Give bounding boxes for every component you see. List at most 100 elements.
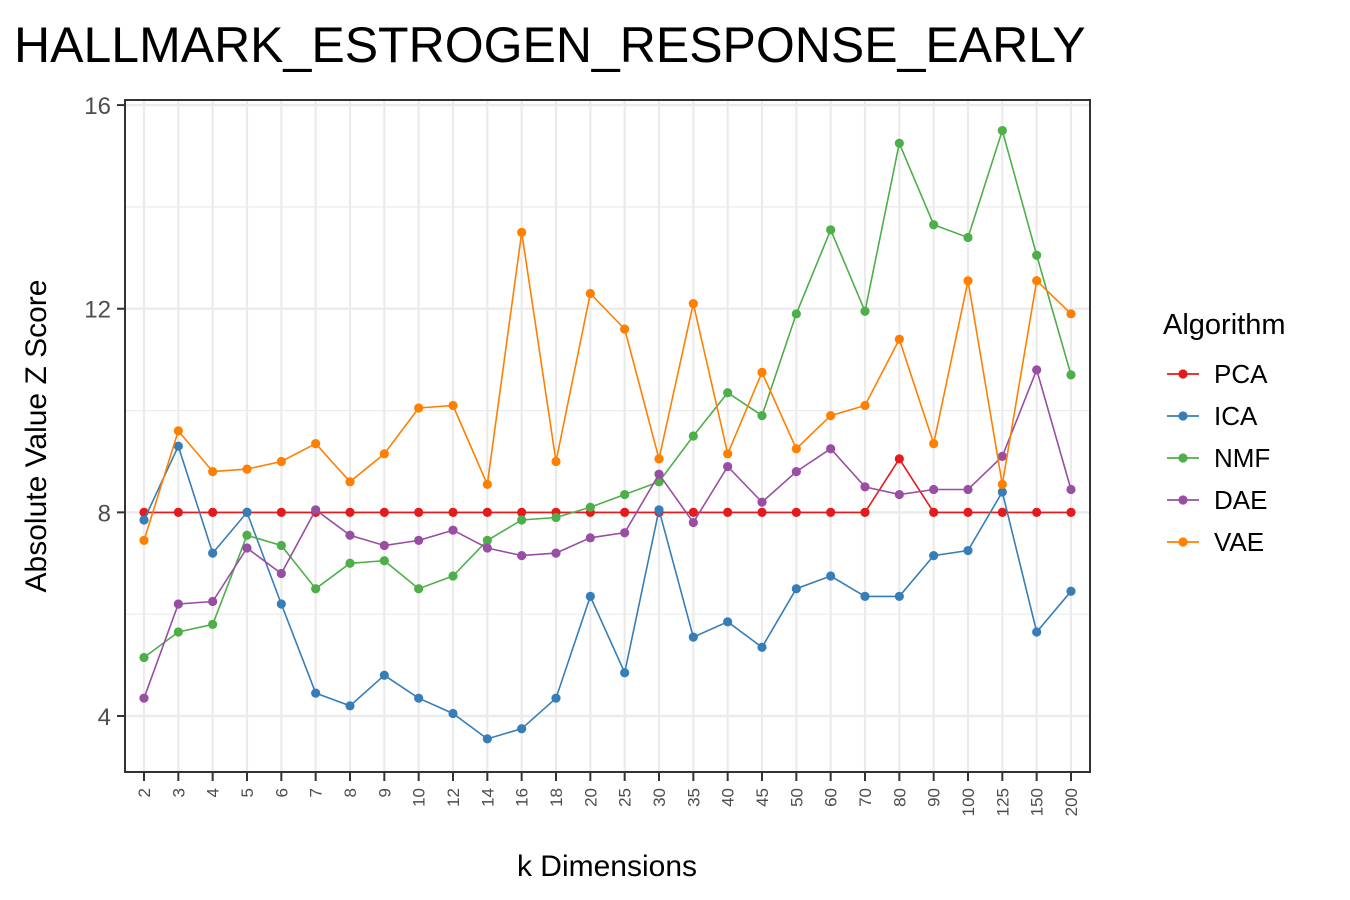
data-point-pca: [414, 507, 424, 517]
data-point-nmf: [276, 540, 286, 551]
data-point-pca: [1032, 507, 1042, 517]
x-tick-label: 2: [135, 788, 154, 797]
data-point-dae: [276, 568, 286, 579]
x-tick-label: 12: [444, 788, 463, 807]
data-point-pca: [791, 507, 801, 517]
data-point-dae: [414, 535, 424, 545]
data-point-ica: [311, 688, 321, 698]
data-point-pca: [276, 507, 286, 517]
x-tick-label: 9: [375, 788, 394, 797]
x-tick-label: 5: [238, 788, 257, 797]
data-point-nmf: [448, 571, 458, 581]
data-point-vae: [208, 467, 218, 477]
x-tick-label: 4: [204, 788, 223, 797]
data-point-ica: [1032, 627, 1042, 637]
data-point-nmf: [551, 512, 561, 523]
data-point-dae: [139, 693, 149, 703]
y-axis-title: Absolute Value Z Score: [20, 280, 53, 593]
data-point-vae: [585, 288, 595, 299]
data-point-nmf: [242, 530, 252, 540]
x-tick-label: 90: [925, 788, 944, 807]
data-point-ica: [173, 441, 183, 451]
legend-item-vae: VAE: [1167, 527, 1264, 557]
series-dae: [139, 365, 1076, 703]
data-point-pca: [757, 507, 767, 517]
x-tick-label: 14: [478, 788, 497, 807]
x-tick-label: 150: [1028, 788, 1047, 816]
x-tick-label: 50: [787, 788, 806, 807]
data-point-vae: [723, 449, 733, 459]
series-line-vae: [143, 232, 1072, 541]
data-point-ica: [585, 591, 595, 601]
data-point-nmf: [860, 306, 870, 316]
y-tick-label: 16: [84, 93, 111, 120]
y-tick-label: 12: [84, 297, 111, 324]
data-point-dae: [1066, 484, 1076, 495]
data-point-vae: [414, 403, 424, 413]
data-point-vae: [551, 456, 561, 467]
series-line-ica: [143, 444, 1072, 740]
legend-key-point: [1178, 369, 1188, 379]
data-point-ica: [791, 584, 801, 594]
data-point-nmf: [311, 584, 321, 594]
legend-key-point: [1178, 495, 1188, 505]
data-point-pca: [173, 507, 183, 517]
data-point-nmf: [517, 515, 527, 525]
data-point-nmf: [620, 489, 630, 500]
data-point-dae: [860, 482, 870, 492]
legend-label: ICA: [1214, 401, 1258, 431]
legend: Algorithm PCA ICA NMF DAE VAE: [1163, 309, 1286, 557]
data-point-dae: [311, 505, 321, 515]
data-point-pca: [482, 507, 492, 517]
data-point-ica: [860, 591, 870, 601]
data-point-pca: [723, 507, 733, 517]
data-point-pca: [826, 507, 836, 517]
data-point-nmf: [997, 125, 1007, 136]
legend-key-point: [1178, 453, 1188, 463]
data-point-nmf: [791, 309, 801, 319]
x-tick-label: 40: [719, 788, 738, 807]
data-point-dae: [997, 451, 1007, 461]
data-point-ica: [448, 708, 458, 719]
data-point-vae: [757, 367, 767, 377]
data-point-ica: [826, 571, 836, 581]
data-point-vae: [1066, 309, 1076, 319]
data-point-pca: [620, 507, 630, 517]
data-point-vae: [791, 444, 801, 454]
legend-item-ica: ICA: [1167, 401, 1258, 431]
data-point-dae: [620, 528, 630, 538]
plot-panel-border: [124, 99, 1091, 773]
data-point-dae: [894, 489, 904, 500]
data-point-ica: [654, 505, 664, 515]
data-point-vae: [448, 400, 458, 411]
x-tick-label: 3: [169, 788, 188, 797]
x-tick-label: 70: [856, 788, 875, 807]
data-point-ica: [894, 591, 904, 601]
x-tick-label: 25: [616, 788, 635, 807]
data-point-ica: [723, 617, 733, 627]
legend-label: PCA: [1214, 359, 1268, 389]
data-point-nmf: [345, 558, 355, 568]
data-point-vae: [276, 456, 286, 467]
legend-label: NMF: [1214, 443, 1270, 473]
data-point-pca: [345, 507, 355, 517]
data-point-ica: [997, 487, 1007, 497]
data-point-nmf: [723, 388, 733, 398]
x-tick-label: 200: [1062, 788, 1081, 816]
data-point-dae: [242, 543, 252, 553]
data-point-pca: [894, 454, 904, 464]
data-point-ica: [517, 724, 527, 734]
data-point-nmf: [757, 411, 767, 421]
data-point-ica: [963, 545, 973, 556]
data-point-nmf: [1066, 370, 1076, 380]
x-tick-label: 45: [753, 788, 772, 807]
data-point-dae: [654, 469, 664, 479]
legend-label: DAE: [1214, 485, 1267, 515]
x-tick-label: 7: [307, 788, 326, 797]
data-point-vae: [311, 439, 321, 449]
data-point-vae: [173, 426, 183, 436]
data-point-nmf: [414, 584, 424, 594]
x-tick-label: 8: [341, 788, 360, 797]
series-ica: [139, 441, 1076, 744]
